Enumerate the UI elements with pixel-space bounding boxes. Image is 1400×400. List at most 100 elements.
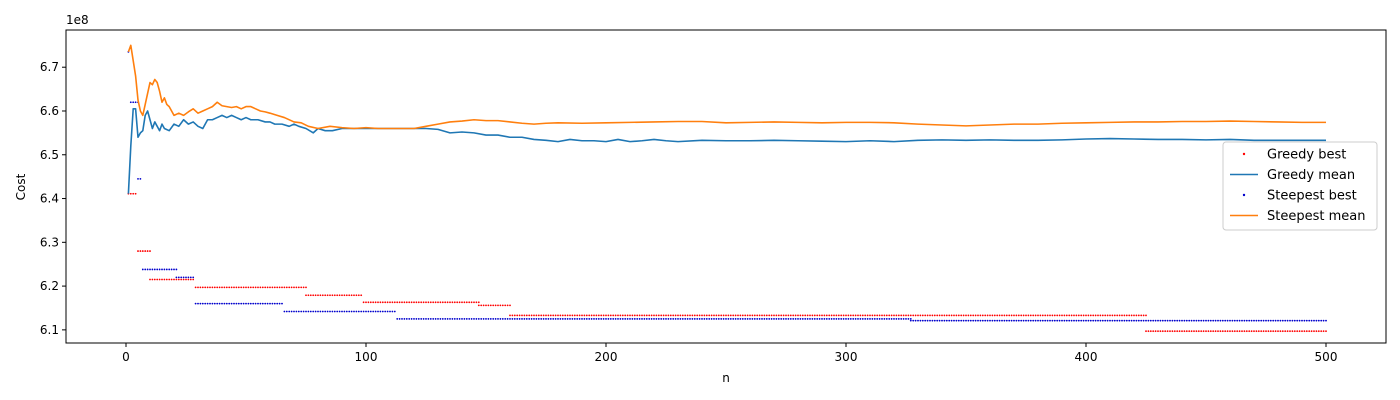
- data-point: [941, 319, 943, 322]
- data-point: [1029, 319, 1032, 322]
- data-point: [446, 301, 449, 304]
- data-point: [271, 302, 274, 305]
- data-point: [1075, 314, 1078, 317]
- data-point: [1149, 319, 1152, 322]
- data-point: [633, 318, 636, 320]
- data-point: [1080, 314, 1083, 317]
- data-point: [900, 314, 903, 317]
- data-point: [840, 318, 843, 320]
- data-point: [374, 310, 377, 313]
- data-point: [998, 319, 1001, 322]
- data-point: [1065, 319, 1068, 322]
- data-point: [1193, 319, 1195, 322]
- data-point: [168, 278, 171, 281]
- data-point: [768, 318, 771, 320]
- data-point: [506, 318, 509, 320]
- data-point: [804, 318, 807, 320]
- data-point: [1013, 314, 1015, 317]
- data-point: [516, 318, 519, 320]
- data-point: [1221, 330, 1224, 333]
- data-point: [573, 318, 576, 320]
- data-point: [439, 301, 442, 304]
- data-point: [425, 318, 427, 320]
- data-point: [907, 318, 910, 320]
- data-point: [804, 314, 807, 317]
- data-point: [705, 314, 708, 317]
- data-point: [1296, 330, 1299, 333]
- data-point: [492, 304, 495, 307]
- data-point: [595, 318, 598, 320]
- data-point: [837, 318, 840, 320]
- data-point: [281, 302, 283, 305]
- data-point: [1197, 319, 1200, 322]
- data-point: [302, 310, 305, 313]
- legend-swatch: [1242, 152, 1246, 156]
- data-point: [657, 314, 660, 317]
- data-point: [1010, 314, 1013, 317]
- data-point: [247, 286, 250, 289]
- data-point: [931, 319, 934, 322]
- data-point: [621, 314, 624, 317]
- data-point: [1286, 330, 1289, 333]
- data-point: [1041, 314, 1044, 317]
- data-point: [341, 310, 343, 313]
- x-tick-label: 400: [1075, 350, 1098, 364]
- legend-label: Greedy mean: [1267, 168, 1355, 183]
- data-point: [672, 318, 675, 320]
- data-point: [876, 314, 879, 317]
- data-point: [1301, 319, 1303, 322]
- data-point: [1233, 319, 1236, 322]
- data-point: [617, 314, 619, 317]
- data-point: [1214, 319, 1217, 322]
- data-point: [1243, 330, 1246, 333]
- data-point: [581, 314, 583, 317]
- data-point: [583, 318, 586, 320]
- data-point: [477, 301, 480, 304]
- data-point: [499, 304, 502, 307]
- data-point: [549, 314, 552, 317]
- data-point: [1248, 319, 1251, 322]
- data-point: [1017, 314, 1020, 317]
- data-point: [1070, 319, 1073, 322]
- data-point: [1073, 314, 1075, 317]
- data-point: [672, 314, 675, 317]
- data-point: [624, 318, 627, 320]
- data-point: [1101, 319, 1104, 322]
- data-point: [845, 318, 847, 320]
- data-point: [437, 318, 439, 320]
- data-point: [969, 314, 972, 317]
- data-point: [1077, 319, 1080, 322]
- data-point: [715, 318, 718, 320]
- data-point: [223, 286, 226, 289]
- data-point: [1073, 319, 1075, 322]
- data-point: [1209, 330, 1212, 333]
- data-point: [902, 318, 905, 320]
- data-point: [828, 314, 831, 317]
- data-point: [252, 302, 255, 305]
- data-point: [1257, 319, 1260, 322]
- data-point: [1274, 319, 1277, 322]
- data-point: [799, 318, 802, 320]
- data-point: [290, 310, 293, 313]
- data-point: [955, 319, 958, 322]
- data-point: [914, 314, 917, 317]
- data-point: [221, 302, 223, 305]
- data-point: [161, 278, 163, 281]
- data-point: [309, 294, 312, 297]
- data-point: [1293, 319, 1296, 322]
- data-point: [559, 314, 562, 317]
- data-point: [300, 310, 303, 313]
- data-point: [317, 294, 319, 297]
- data-point: [1272, 319, 1275, 322]
- data-point: [1111, 314, 1114, 317]
- data-point: [842, 314, 845, 317]
- data-point: [1046, 319, 1049, 322]
- data-point: [713, 318, 715, 320]
- x-tick-label: 200: [595, 350, 618, 364]
- data-point: [696, 318, 699, 320]
- data-point: [744, 314, 747, 317]
- data-point: [509, 304, 511, 307]
- data-point: [566, 314, 569, 317]
- data-point: [1317, 319, 1320, 322]
